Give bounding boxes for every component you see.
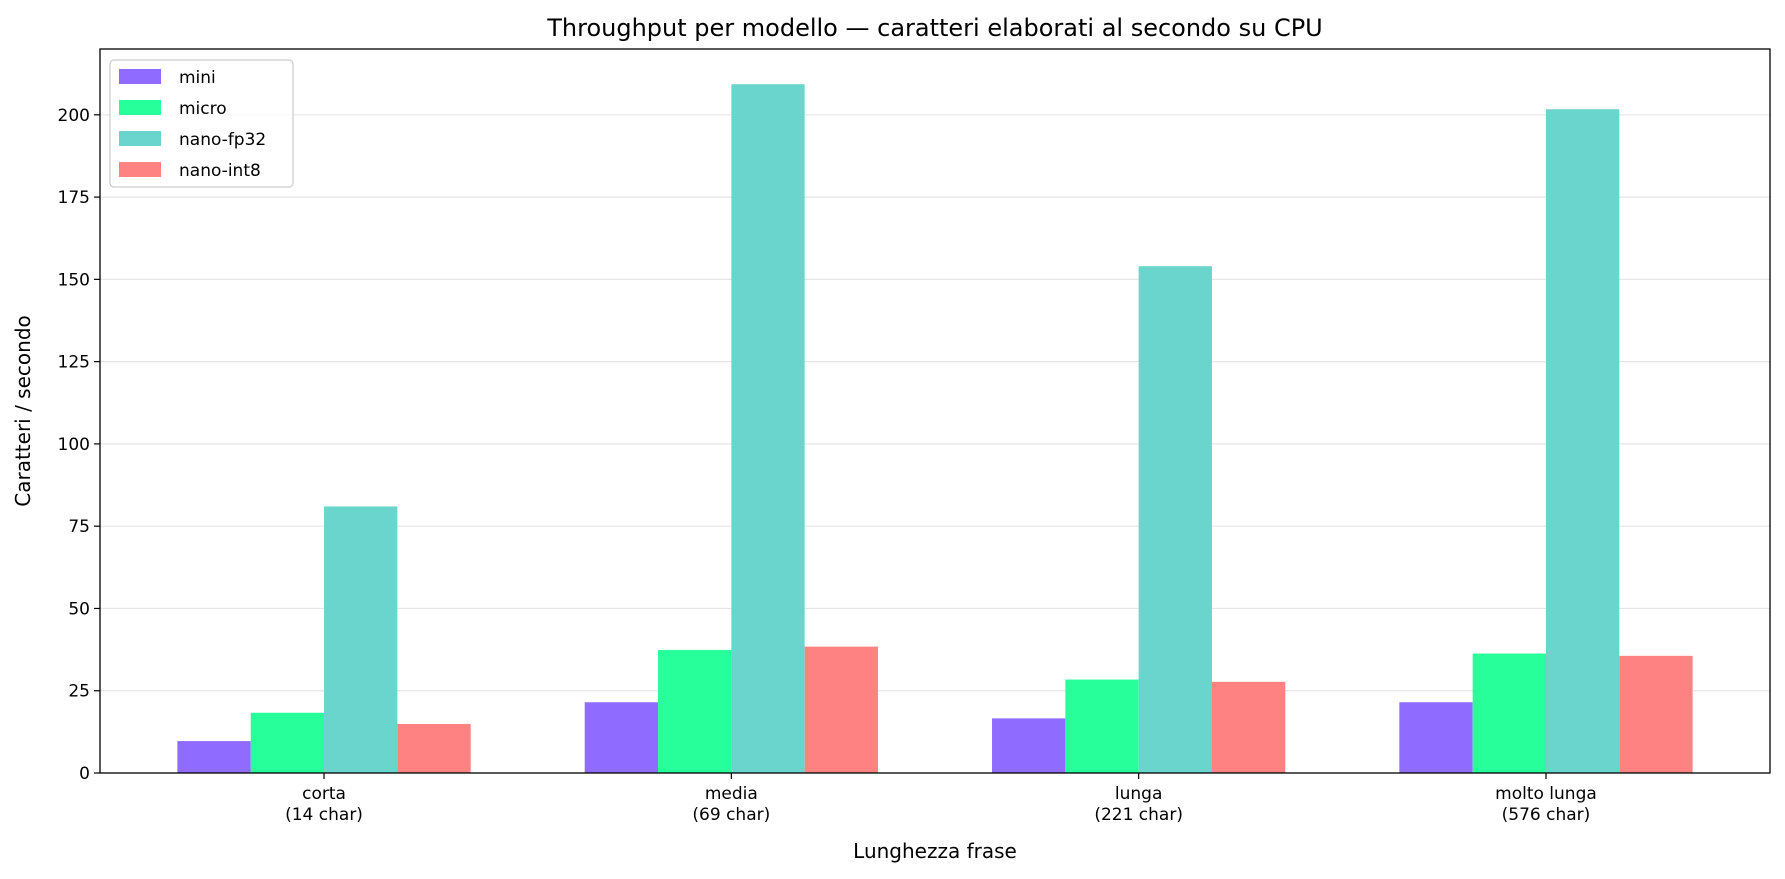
y-tick-label: 0 xyxy=(79,764,90,784)
plot-frame xyxy=(99,48,1771,774)
x-ticks: corta(14 char) media(69 char) lunga(221 ch… xyxy=(285,773,1597,825)
bar-nano-int8-0 xyxy=(397,723,471,773)
y-axis-label: Caratteri / secondo xyxy=(11,315,35,506)
legend-swatch-micro xyxy=(119,100,161,115)
x-tick-label: (576 char) xyxy=(1502,805,1591,825)
x-axis-label: Lunghezza frase xyxy=(853,839,1017,863)
legend: mini micro nano-fp32 nano-int8 xyxy=(109,59,294,188)
x-tick-label: media xyxy=(705,784,758,804)
bar-mini-1 xyxy=(584,702,659,773)
legend-label-micro: micro xyxy=(179,99,227,119)
bar-mini-2 xyxy=(992,718,1066,773)
y-tick-label: 25 xyxy=(68,682,90,702)
y-ticks: 0 25 50 75 100 125 150 175 200 xyxy=(58,106,100,784)
y-tick-label: 125 xyxy=(58,353,90,373)
bar-nano-fp32-1 xyxy=(731,84,805,774)
bar-mini-3 xyxy=(1399,702,1473,773)
x-tick-label: molto lunga xyxy=(1495,784,1597,804)
chart-title: Throughput per modello — caratteri elabo… xyxy=(546,14,1323,42)
bar-nano-fp32-3 xyxy=(1545,109,1620,773)
bar-micro-0 xyxy=(250,712,325,773)
bar-micro-2 xyxy=(1065,679,1139,773)
bar-micro-1 xyxy=(658,649,732,773)
x-tick-label: (69 char) xyxy=(692,805,770,825)
legend-swatch-nano-int8 xyxy=(119,162,161,177)
legend-label-mini: mini xyxy=(179,68,216,88)
y-tick-label: 150 xyxy=(58,270,90,290)
bar-mini-0 xyxy=(177,741,251,773)
x-tick-label: corta xyxy=(302,784,346,804)
bar-nano-fp32-0 xyxy=(324,506,398,773)
legend-label-nano-int8: nano-int8 xyxy=(179,161,261,181)
x-tick-label: lunga xyxy=(1115,784,1162,804)
bar-micro-3 xyxy=(1472,653,1546,773)
legend-swatch-nano-fp32 xyxy=(119,131,161,146)
legend-box xyxy=(109,59,294,188)
y-tick-label: 175 xyxy=(58,188,90,208)
bars xyxy=(177,84,1693,774)
y-tick-label: 50 xyxy=(68,599,90,619)
x-tick-label: (221 char) xyxy=(1094,805,1183,825)
bar-nano-int8-3 xyxy=(1619,655,1693,773)
legend-label-nano-fp32: nano-fp32 xyxy=(179,130,266,150)
x-tick-label: (14 char) xyxy=(285,805,363,825)
bar-nano-fp32-2 xyxy=(1138,266,1212,773)
y-tick-label: 100 xyxy=(58,435,90,455)
legend-swatch-mini xyxy=(119,69,161,84)
bar-nano-int8-1 xyxy=(804,646,878,773)
bar-nano-int8-2 xyxy=(1211,681,1286,773)
y-tick-label: 75 xyxy=(68,517,90,537)
y-tick-label: 200 xyxy=(58,106,90,126)
